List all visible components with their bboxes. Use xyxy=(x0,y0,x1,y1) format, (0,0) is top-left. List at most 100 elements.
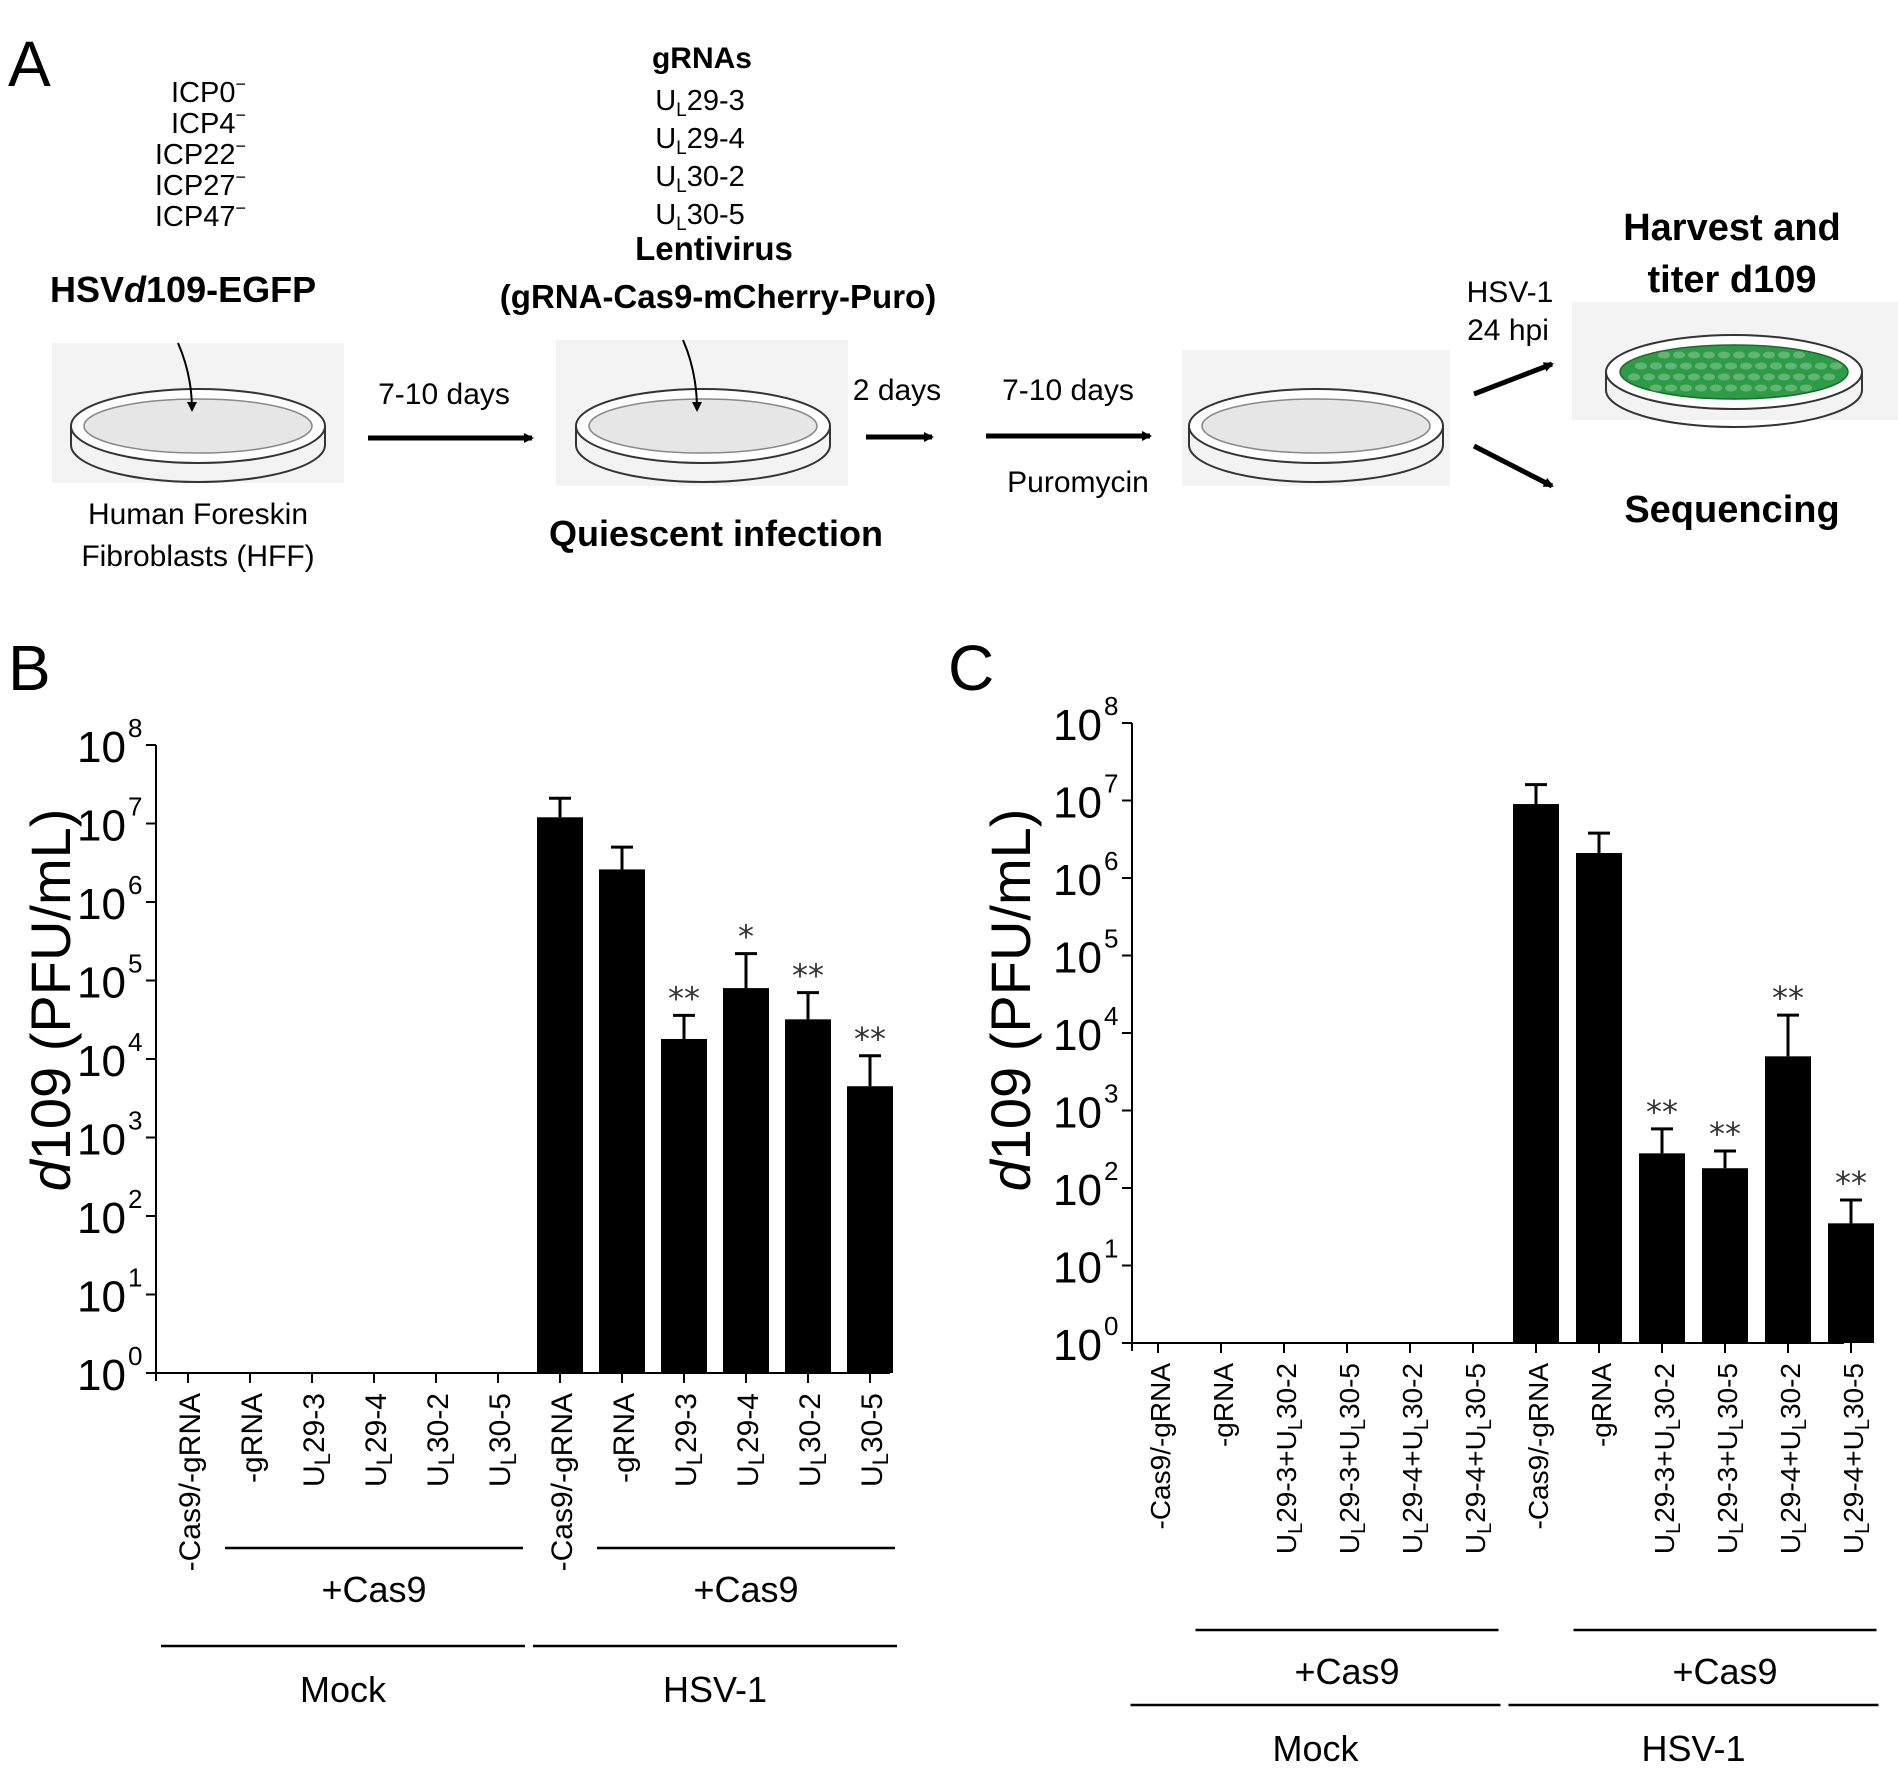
category-label: UL29-4+UL30-2 xyxy=(1397,1363,1433,1554)
mutation-item: ICP4− xyxy=(171,105,246,140)
condition-label: HSV-1 xyxy=(1641,1728,1745,1769)
group-label: +Cas9 xyxy=(1672,1651,1777,1692)
y-tick-label: 10 xyxy=(77,1116,126,1165)
cells-label-line2: Fibroblasts (HFF) xyxy=(81,540,314,573)
category-label: UL29-3 xyxy=(670,1393,707,1487)
panel-c-letter: C xyxy=(948,632,994,704)
category-label: -gRNA xyxy=(236,1393,269,1483)
bar xyxy=(537,817,583,1373)
y-tick-exponent: 5 xyxy=(128,949,142,979)
lentivirus-label: Lentivirus xyxy=(635,230,793,267)
superinfection-time: 24 hpi xyxy=(1467,314,1549,347)
category-label: UL29-3+UL30-5 xyxy=(1712,1363,1748,1554)
category-label: UL29-3 xyxy=(298,1393,335,1487)
egfp-cell-layer xyxy=(1619,344,1849,400)
category-label: -Cas9/-gRNA xyxy=(174,1393,207,1571)
y-tick-exponent: 0 xyxy=(1104,1311,1118,1341)
culture-dish-quiescent xyxy=(556,339,848,486)
mutation-list: ICP0−ICP4−ICP22−ICP27−ICP47− xyxy=(155,74,246,233)
harvest-label-line1: Harvest and xyxy=(1623,207,1841,249)
panel-b-letter: B xyxy=(8,632,51,704)
grna-item: UL30-5 xyxy=(655,199,745,235)
y-tick-exponent: 0 xyxy=(128,1341,142,1371)
y-tick-exponent: 2 xyxy=(1104,1156,1118,1186)
y-tick-exponent: 4 xyxy=(1104,1001,1118,1031)
y-tick-label: 10 xyxy=(77,1351,126,1400)
harvest-label-line2: titer d109 xyxy=(1648,259,1817,301)
condition-label: HSV-1 xyxy=(663,1669,767,1710)
y-tick-exponent: 4 xyxy=(128,1027,142,1057)
y-tick-label: 10 xyxy=(77,1037,126,1086)
y-tick-label: 10 xyxy=(77,1273,126,1322)
culture-dish-reactivated xyxy=(1572,302,1898,428)
y-tick-label: 10 xyxy=(1053,701,1102,750)
harvest-arrow xyxy=(1473,361,1554,397)
bar xyxy=(661,1038,707,1373)
culture-dish-selected xyxy=(1182,350,1450,486)
bar xyxy=(1513,804,1559,1343)
y-tick-label: 10 xyxy=(1053,1244,1102,1293)
y-tick-label: 10 xyxy=(77,723,126,772)
grnas-title: gRNAs xyxy=(652,42,752,75)
significance-marker: * xyxy=(738,918,754,956)
category-label: -Cas9/-gRNA xyxy=(546,1393,579,1571)
y-axis-label: d109 (PFU/mL) xyxy=(979,809,1042,1192)
infection-arrow-2 xyxy=(682,339,702,412)
category-label: UL29-3+UL30-2 xyxy=(1271,1363,1307,1554)
significance-marker: ** xyxy=(1772,979,1804,1017)
bar xyxy=(599,869,645,1373)
condition-label: Mock xyxy=(1272,1728,1359,1769)
y-tick-label: 10 xyxy=(77,880,126,929)
y-axis-label: d109 (PFU/mL) xyxy=(19,809,82,1192)
y-tick-exponent: 8 xyxy=(1104,691,1118,721)
sequencing-arrow xyxy=(1472,443,1554,489)
grna-item: UL30-2 xyxy=(655,161,745,197)
bar xyxy=(847,1086,893,1373)
y-tick-exponent: 2 xyxy=(128,1184,142,1214)
bar xyxy=(1702,1168,1748,1343)
significance-marker: ** xyxy=(1709,1115,1741,1153)
grna-item: UL29-3 xyxy=(655,85,745,121)
category-label: -gRNA xyxy=(1208,1363,1239,1447)
category-label: UL29-4 xyxy=(732,1393,769,1487)
y-tick-exponent: 8 xyxy=(128,713,142,743)
sequencing-label: Sequencing xyxy=(1624,489,1839,531)
bar xyxy=(1576,853,1622,1343)
category-label: UL29-3+UL30-5 xyxy=(1334,1363,1370,1554)
significance-marker: ** xyxy=(668,979,700,1017)
grna-item: UL29-4 xyxy=(655,123,745,159)
step1-label: 7-10 days xyxy=(378,378,510,411)
significance-marker: ** xyxy=(1835,1164,1867,1202)
category-label: UL29-4+UL30-5 xyxy=(1838,1363,1874,1554)
group-label: +Cas9 xyxy=(321,1569,426,1610)
y-tick-exponent: 7 xyxy=(128,792,142,822)
cells-label-line1: Human Foreskin xyxy=(88,498,308,531)
step3-label: 7-10 days xyxy=(1002,374,1134,407)
y-tick-label: 10 xyxy=(1053,779,1102,828)
superinfection-label: HSV-1 xyxy=(1467,276,1554,309)
quiescent-label: Quiescent infection xyxy=(549,513,883,554)
bar xyxy=(1765,1056,1811,1343)
y-tick-label: 10 xyxy=(1053,1321,1102,1370)
y-tick-label: 10 xyxy=(77,1194,126,1243)
y-tick-exponent: 3 xyxy=(128,1106,142,1136)
category-label: -Cas9/-gRNA xyxy=(1145,1363,1176,1530)
mutation-item: ICP0− xyxy=(171,74,246,109)
construct-label: (gRNA-Cas9-mCherry-Puro) xyxy=(500,278,936,315)
category-label: UL30-2 xyxy=(794,1393,831,1487)
bar xyxy=(1639,1153,1685,1343)
group-label: +Cas9 xyxy=(1294,1651,1399,1692)
category-label: UL29-4 xyxy=(360,1393,397,1487)
selection-label: Puromycin xyxy=(1007,466,1149,499)
y-tick-label: 10 xyxy=(1053,934,1102,983)
mutation-item: ICP27− xyxy=(155,167,246,202)
y-tick-label: 10 xyxy=(1053,1089,1102,1138)
category-label: -Cas9/-gRNA xyxy=(1523,1363,1554,1530)
condition-label: Mock xyxy=(300,1669,387,1710)
y-tick-exponent: 6 xyxy=(128,870,142,900)
infection-arrow-1 xyxy=(177,342,197,412)
bar xyxy=(723,988,769,1373)
